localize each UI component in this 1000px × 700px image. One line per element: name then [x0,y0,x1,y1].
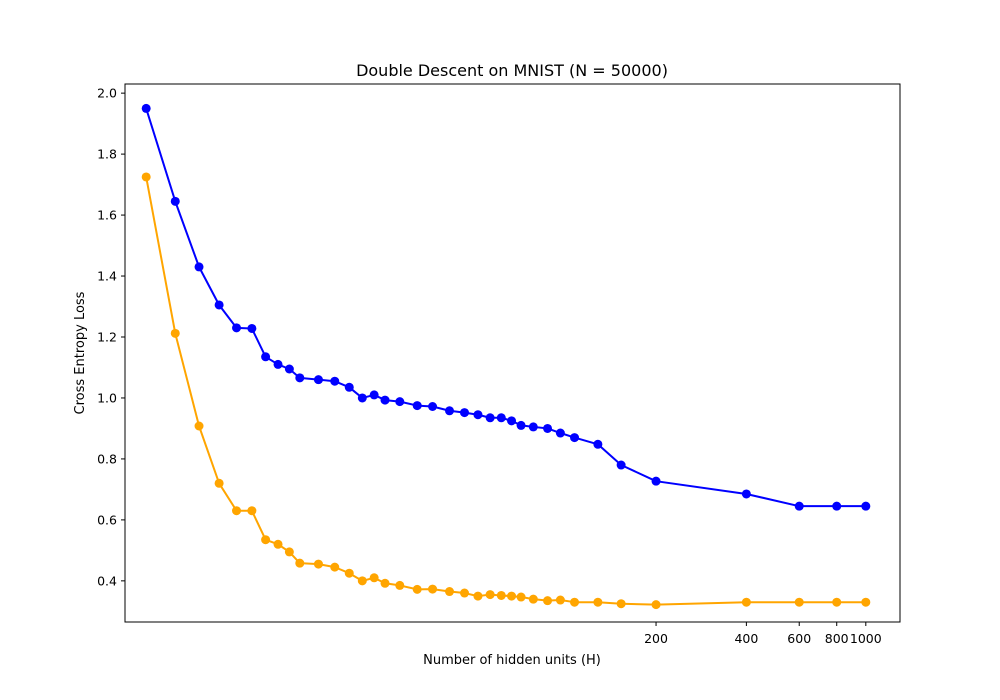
series-1-point [232,323,242,333]
x-tick-label: 1000 [850,631,882,646]
series-2-point [428,584,438,594]
series-1-point [507,416,517,426]
y-axis-label: Cross Entropy Loss [73,291,88,414]
series-1-point [369,390,379,400]
series-1-point [428,402,438,411]
y-tick-label: 1.6 [97,208,117,223]
series-2-point [528,594,538,604]
series-2-point [313,559,323,569]
series-1-point [357,393,367,403]
series-1-point [380,395,390,405]
series-1-point [460,408,469,418]
series-2-point [496,590,506,600]
series-2-point [412,584,422,594]
y-tick-label: 1.0 [97,390,117,405]
series-2-point [570,597,580,607]
series-2-point [273,539,283,549]
x-axis-label: Number of hidden units (H) [423,653,601,668]
x-tick-label: 600 [787,631,811,646]
series-1-point [593,439,603,449]
axes-frame [124,83,901,623]
series-1-point [284,364,294,374]
series-1-point [395,397,405,407]
series-1-point [496,413,506,423]
series-2-point [141,172,151,182]
series-2-point [543,596,553,606]
x-tick-label: 200 [644,631,668,646]
y-tick-label: 0.8 [97,451,117,466]
series-1-point [261,352,271,362]
series-1-point [473,410,483,420]
series-layer [141,103,871,610]
series-2-point [380,578,390,588]
series-1-point [445,406,454,416]
y-tick-label: 0.4 [97,573,117,588]
y-tick-label: 1.2 [97,329,117,344]
plot-area [124,83,901,623]
series-2-point [473,591,483,601]
series-2-point [295,558,305,568]
series-2-point [616,599,626,609]
series-1-point [412,401,422,411]
series-2-point [284,547,294,557]
y-tick-label: 1.4 [97,269,117,284]
series-2-point [507,591,517,601]
series-1-point [832,501,842,511]
series-1-point [528,422,538,432]
series-1-point [861,501,871,511]
series-1-point [141,103,151,113]
series-1-point [570,433,580,443]
y-tick-label: 2.0 [97,86,117,101]
series-1-point [247,323,257,333]
series-2-point [232,506,242,516]
series-2-point [395,580,405,590]
series-2-point [516,592,526,602]
series-1-point [555,428,565,438]
series-2-point [214,478,224,488]
series-1-point [516,420,526,430]
series-2-point [357,576,367,586]
y-tick-label: 0.6 [97,512,117,527]
series-2-point [247,506,257,516]
chart-title: Double Descent on MNIST (N = 50000) [356,61,668,80]
y-axis: 0.4 0.6 0.8 1.0 1.2 1.4 1.6 1.8 2.0 [97,86,125,588]
series-2-point [445,587,454,597]
series-2-point [861,597,871,607]
series-1-point [741,489,751,499]
series-1-point [170,196,180,206]
series-2-point [555,595,565,605]
series-1-point [616,460,626,470]
series-2-point [794,597,804,607]
series-1-point [313,375,323,385]
series-1-point [330,376,340,386]
series-2-point [593,597,603,607]
x-axis: 200 400 600 800 1000 [644,622,882,646]
series-1-point [295,373,305,383]
series-2-point [651,600,661,610]
x-tick-label: 800 [825,631,849,646]
series-2-point [330,562,340,572]
series-1-point [194,262,204,272]
x-tick-label: 400 [734,631,758,646]
series-2-point [194,421,204,431]
series-1-point [214,300,224,310]
y-tick-label: 1.8 [97,147,117,162]
series-1-point [651,476,661,486]
series-2-point [369,573,379,583]
series-1-point [273,359,283,369]
series-2-point [485,590,495,600]
series-2-point [832,597,842,607]
series-1-point [485,413,495,423]
series-2-point [344,568,354,578]
series-2-point [170,328,180,338]
series-1-point [794,501,804,511]
series-2-point [261,535,271,545]
series-2-point [741,597,751,607]
series-1-point [344,382,354,392]
series-2-point [460,588,469,598]
series-1-point [543,423,553,433]
